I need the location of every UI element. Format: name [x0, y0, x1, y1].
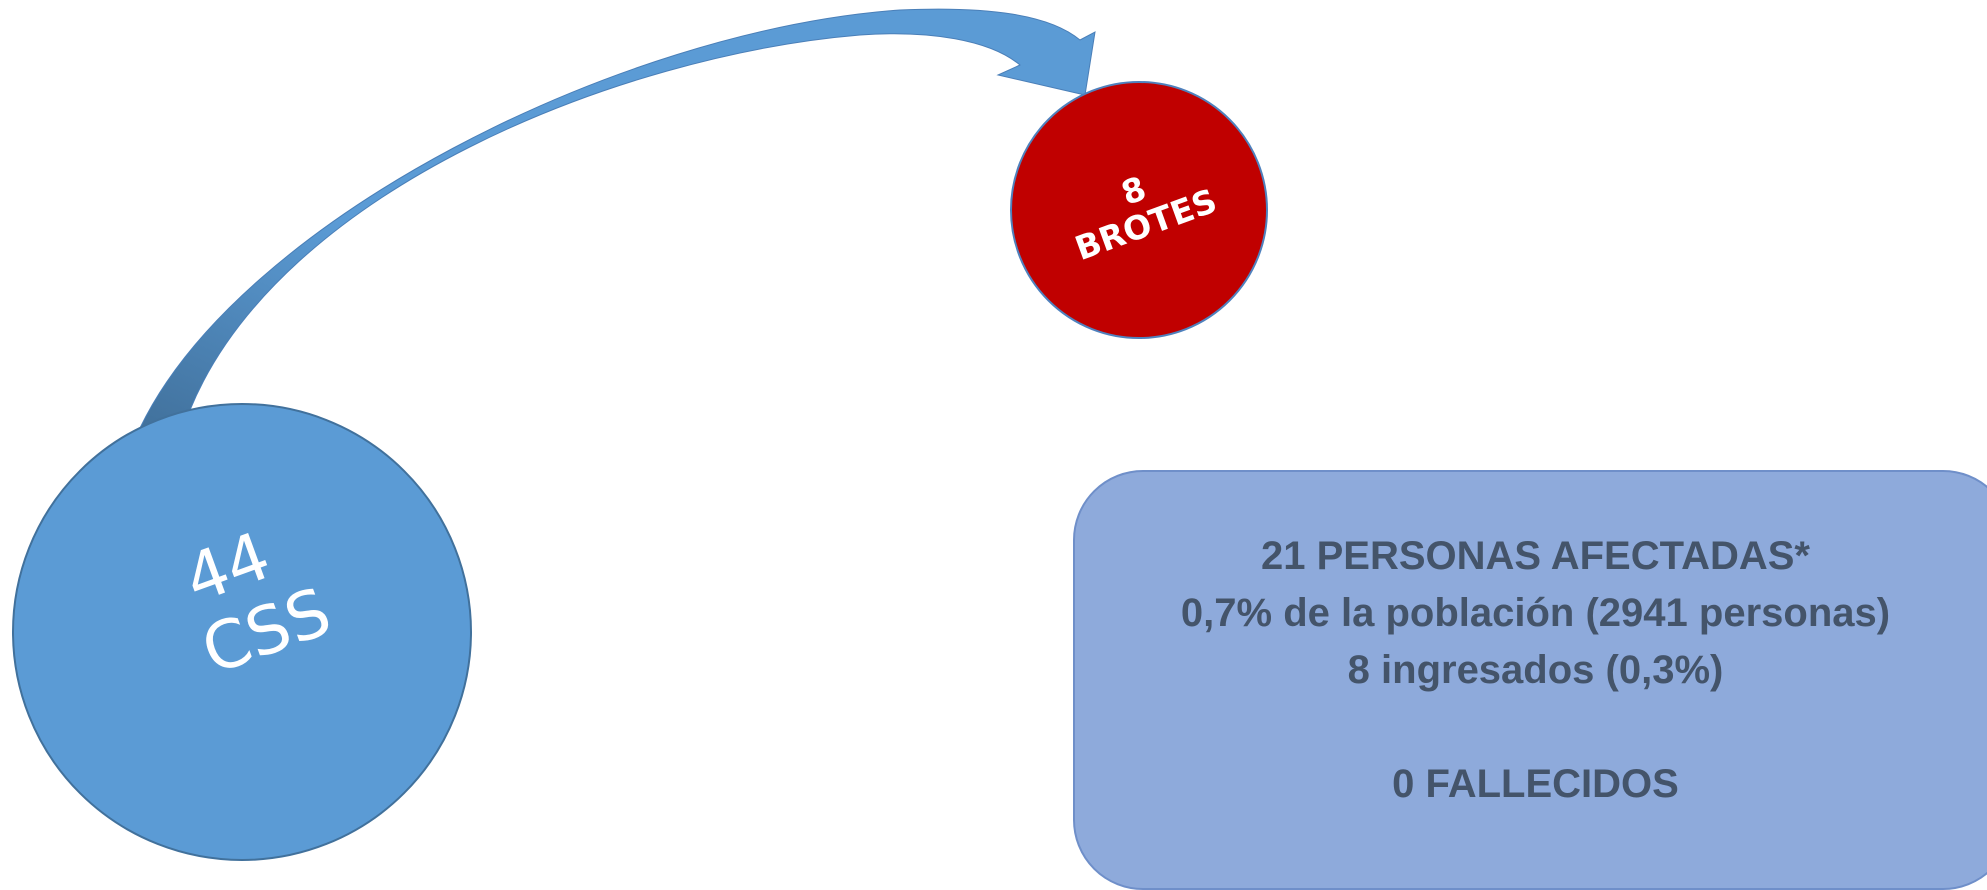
diagram-canvas: [12, 8, 1268, 861]
hospitalized-count: 8 ingresados (0,3%): [1347, 648, 1724, 692]
info-box-text: 21 PERSONAS AFECTADAS* 0,7% de la poblac…: [1073, 528, 1987, 813]
blank-line: [1073, 699, 1987, 756]
deaths-count: 0 FALLECIDOS: [1392, 762, 1679, 806]
info-box: [1073, 470, 1987, 890]
brotes-circle: [1010, 81, 1268, 339]
css-circle: [12, 403, 472, 861]
curved-arrow: [139, 8, 1096, 429]
population-percentage: 0,7% de la población (2941 personas): [1180, 591, 1891, 635]
affected-persons: 21 PERSONAS AFECTADAS*: [1261, 534, 1810, 578]
